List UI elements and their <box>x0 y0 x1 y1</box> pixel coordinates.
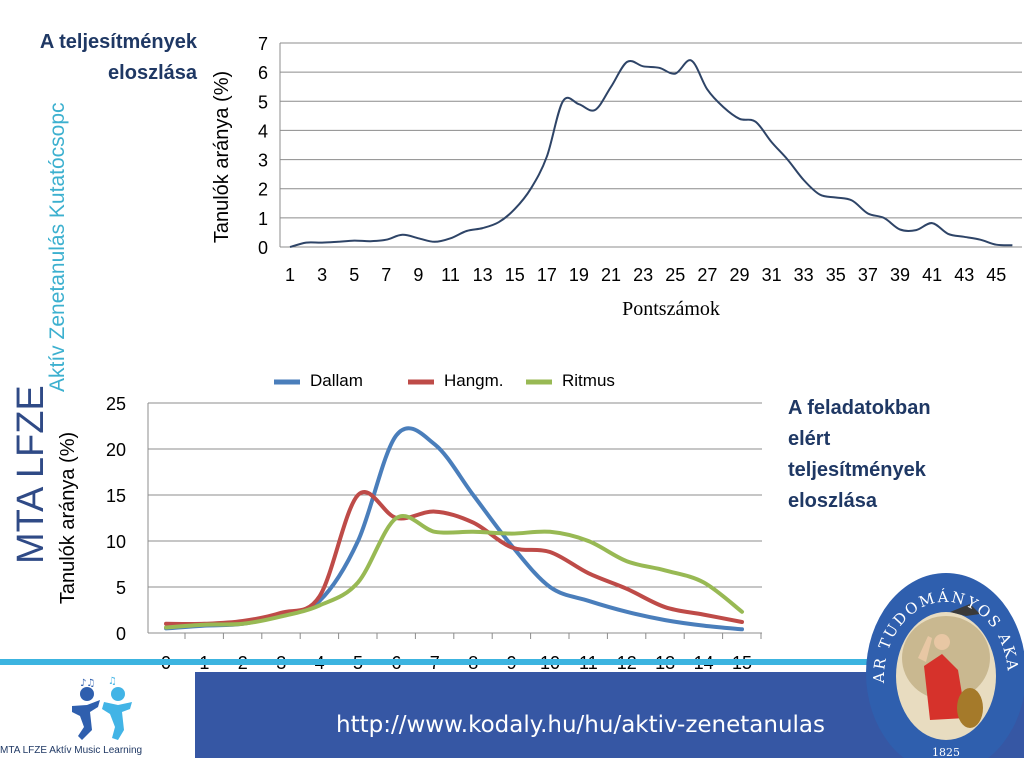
svg-text:♫: ♫ <box>108 676 117 687</box>
bottom-chart-title: A feladatokban elért teljesítmények elos… <box>788 393 988 517</box>
chart1-x-tick-label: 43 <box>954 265 974 285</box>
chart1-y-tick-label: 6 <box>258 63 268 83</box>
chart1-x-tick-label: 25 <box>665 265 685 285</box>
mta-lfze-logo: ♪♫ ♫ MTA LFZE Aktív Music Learning <box>0 672 195 758</box>
chart1-x-tick-label: 3 <box>317 265 327 285</box>
chart1-x-tick-label: 7 <box>381 265 391 285</box>
chart1-x-axis-label: Pontszámok <box>622 298 720 320</box>
bottom-chart-title-line-3: teljesítmények <box>788 459 926 481</box>
chart1-x-tick-label: 15 <box>505 265 525 285</box>
chart1-x-tick-label: 39 <box>890 265 910 285</box>
chart2-y-tick-label: 10 <box>106 532 126 552</box>
seal-year: 1825 <box>932 746 960 758</box>
chart1-x-tick-label: 41 <box>922 265 942 285</box>
chart1-y-axis-label: Tanulók aránya (%) <box>211 71 233 243</box>
chart1-x-tick-label: 45 <box>986 265 1006 285</box>
chart1-x-tick-label: 35 <box>826 265 846 285</box>
top-chart-title-line-1: A teljesítmények <box>39 31 197 53</box>
logo-caption: MTA LFZE Aktív Music Learning <box>0 745 143 756</box>
footer-url-link[interactable]: http://www.kodaly.hu/hu/aktiv-zenetanula… <box>336 712 825 738</box>
top-chart-title-line-2: eloszlása <box>108 62 197 84</box>
chart2-y-tick-label: 5 <box>116 578 126 598</box>
chart1-x-tick-label: 31 <box>762 265 782 285</box>
chart2-series-line-ritmus <box>164 514 744 630</box>
chart1-x-tick-label: 9 <box>413 265 423 285</box>
chart2-legend-label: Dallam <box>310 371 363 390</box>
chart1-x-tick-label: 17 <box>537 265 557 285</box>
chart1-x-tick-label: 37 <box>858 265 878 285</box>
chart2-y-tick-label: 0 <box>116 624 126 644</box>
chart2-y-tick-label: 25 <box>106 394 126 414</box>
chart1-x-tick-label: 33 <box>794 265 814 285</box>
chart2-series-line-hangm <box>164 490 744 627</box>
chart1-x-tick-label: 1 <box>285 265 295 285</box>
chart1-x-tick-label: 19 <box>569 265 589 285</box>
academy-seal-icon: MAGYAR TUDOMÁNYOS AKADÉMIA 1825 <box>862 558 1024 758</box>
chart2-y-axis-label: Tanulók aránya (%) <box>57 432 79 604</box>
chart1-series-line <box>289 59 1013 248</box>
top-chart-title: A teljesítmények eloszlása <box>12 27 197 89</box>
chart2-series-line-dallam <box>164 426 744 632</box>
chart1-x-tick-label: 23 <box>633 265 653 285</box>
chart1-y-tick-label: 2 <box>258 180 268 200</box>
svg-text:♪♫: ♪♫ <box>80 678 95 689</box>
chart2-y-tick-label: 20 <box>106 440 126 460</box>
chart2-y-tick-label: 15 <box>106 486 126 506</box>
chart2-legend-label: Hangm. <box>444 371 504 390</box>
dancing-figures-icon: ♪♫ ♫ <box>72 676 132 740</box>
chart1-x-tick-label: 29 <box>729 265 749 285</box>
chart1-y-tick-label: 7 <box>258 34 268 54</box>
chart1-x-tick-label: 13 <box>473 265 493 285</box>
chart1-x-tick-label: 27 <box>697 265 717 285</box>
bottom-chart-title-line-2: elért <box>788 428 831 450</box>
chart1-y-tick-label: 5 <box>258 92 268 112</box>
chart1-y-tick-label: 0 <box>258 238 268 258</box>
chart1-x-tick-label: 11 <box>441 265 460 285</box>
chart1-y-tick-label: 3 <box>258 151 268 171</box>
chart1-y-tick-label: 1 <box>258 209 268 229</box>
chart1-y-tick-label: 4 <box>258 121 268 141</box>
footer-divider <box>0 659 1024 665</box>
bottom-chart-title-line-4: eloszlása <box>788 490 877 512</box>
chart2-legend-label: Ritmus <box>562 371 615 390</box>
bottom-chart-title-line-1: A feladatokban <box>788 397 931 419</box>
chart1-x-tick-label: 5 <box>349 265 359 285</box>
task-distribution-chart: 05101520250123456789101112131415Pontszám… <box>57 371 762 701</box>
chart1-x-tick-label: 21 <box>601 265 621 285</box>
